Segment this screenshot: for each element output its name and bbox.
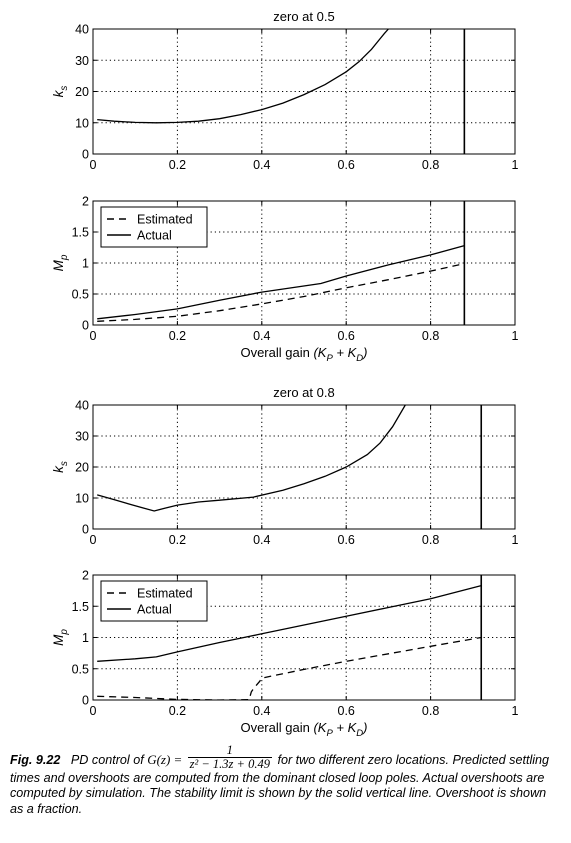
caption-numerator: 1 bbox=[187, 744, 272, 758]
y-tick-label: 0 bbox=[82, 523, 89, 537]
caption-fraction: 1 z² − 1.3z + 0.49 bbox=[187, 744, 272, 771]
x-tick-label: 0.6 bbox=[338, 329, 355, 343]
x-tick-label: 0.8 bbox=[422, 329, 439, 343]
series-line-ks bbox=[97, 29, 389, 124]
y-tick-label: 0 bbox=[82, 319, 89, 333]
x-tick-label: 0.6 bbox=[338, 158, 355, 172]
legend-label: Actual bbox=[137, 229, 172, 243]
x-tick-label: 0.2 bbox=[169, 158, 186, 172]
x-tick-label: 0 bbox=[90, 329, 97, 343]
y-tick-label: 2 bbox=[82, 569, 89, 583]
x-axis-label: Overall gain (KP + KD) bbox=[240, 720, 367, 739]
series-line-estimated bbox=[97, 636, 482, 700]
x-tick-label: 0.8 bbox=[422, 158, 439, 172]
legend-box bbox=[100, 206, 208, 248]
x-tick-label: 0 bbox=[90, 158, 97, 172]
legend: Estimated Actual bbox=[100, 580, 208, 622]
series-line-estimated bbox=[97, 262, 465, 322]
y-tick-label: 30 bbox=[75, 430, 89, 444]
caption-lead: PD control of bbox=[70, 752, 148, 767]
y-tick-label: 1.5 bbox=[72, 226, 89, 240]
caption-transfer-function: G(z) = bbox=[147, 751, 186, 767]
y-tick-label: 0.5 bbox=[72, 288, 89, 302]
chart-title: zero at 0.8 bbox=[273, 385, 334, 400]
x-tick-label: 0.8 bbox=[422, 704, 439, 718]
x-tick-label: 1 bbox=[512, 329, 519, 343]
legend-box bbox=[100, 580, 208, 622]
y-tick-label: 20 bbox=[75, 85, 89, 99]
figure-caption: Fig. 9.22 PD control of G(z) = 1 z² − 1.3… bbox=[10, 744, 562, 817]
y-tick-label: 0.5 bbox=[72, 662, 89, 676]
y-tick-label: 30 bbox=[75, 54, 89, 68]
legend-label: Estimated bbox=[137, 213, 193, 227]
y-tick-label: 0 bbox=[82, 148, 89, 162]
legend: Estimated Actual bbox=[100, 206, 208, 248]
chart-title: zero at 0.5 bbox=[273, 9, 334, 24]
y-axis-label: ks bbox=[51, 461, 70, 473]
y-tick-label: 2 bbox=[82, 195, 89, 209]
x-tick-label: 0 bbox=[90, 533, 97, 547]
y-tick-label: 40 bbox=[75, 399, 89, 413]
y-tick-label: 0 bbox=[82, 694, 89, 708]
caption-label: Fig. 9.22 bbox=[10, 752, 61, 767]
caption-body: for two different zero locations. Predic… bbox=[10, 752, 550, 816]
x-tick-label: 0 bbox=[90, 704, 97, 718]
x-tick-label: 0.2 bbox=[169, 329, 186, 343]
y-tick-label: 20 bbox=[75, 461, 89, 475]
x-tick-label: 0.2 bbox=[169, 533, 186, 547]
y-axis-label: Mp bbox=[51, 629, 70, 646]
x-tick-label: 0.6 bbox=[338, 704, 355, 718]
y-axis-label: ks bbox=[51, 86, 70, 98]
chart-panel-4: 0 0.2 0.4 0.6 0.8 1 0 0.5 1 1.5 2 Mp Overall gain (K… bbox=[51, 569, 519, 740]
series-line-actual bbox=[97, 584, 482, 662]
x-tick-label: 0.4 bbox=[253, 158, 270, 172]
y-tick-label: 40 bbox=[75, 23, 89, 37]
y-tick-label: 10 bbox=[75, 116, 89, 130]
series-line-actual bbox=[97, 244, 465, 320]
caption-denominator: z² − 1.3z + 0.49 bbox=[189, 757, 270, 771]
x-tick-label: 0.4 bbox=[253, 329, 270, 343]
x-tick-label: 0.8 bbox=[422, 533, 439, 547]
x-tick-label: 0.4 bbox=[253, 704, 270, 718]
y-tick-label: 1 bbox=[82, 631, 89, 645]
x-tick-label: 0.6 bbox=[338, 533, 355, 547]
legend-label: Estimated bbox=[137, 587, 193, 601]
legend-label: Actual bbox=[137, 603, 172, 617]
y-tick-label: 1 bbox=[82, 257, 89, 271]
x-tick-label: 0.2 bbox=[169, 704, 186, 718]
y-axis-label: Mp bbox=[51, 254, 70, 271]
chart-panel-2: 0 0.2 0.4 0.6 0.8 1 0 0.5 1 1.5 2 Mp Overall gain (K… bbox=[51, 195, 519, 365]
x-axis-label: Overall gain (KP + KD) bbox=[240, 345, 367, 364]
x-tick-label: 1 bbox=[512, 533, 519, 547]
y-tick-label: 1.5 bbox=[72, 600, 89, 614]
x-tick-label: 1 bbox=[512, 704, 519, 718]
series-line-ks bbox=[97, 405, 406, 512]
x-tick-label: 1 bbox=[512, 158, 519, 172]
x-tick-label: 0.4 bbox=[253, 533, 270, 547]
y-tick-label: 10 bbox=[75, 492, 89, 506]
